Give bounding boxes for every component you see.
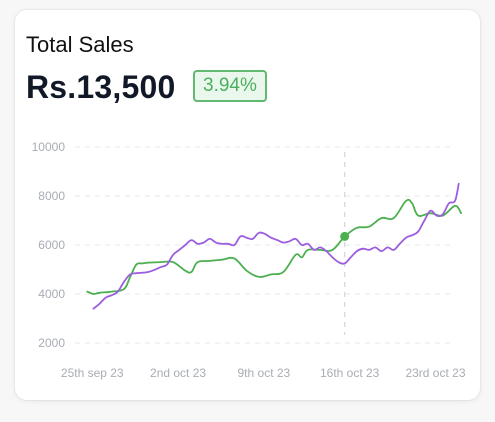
hover-point[interactable] xyxy=(340,231,350,241)
x-tick-label: 25th sep 23 xyxy=(61,366,124,380)
y-tick-label: 4000 xyxy=(38,287,65,301)
y-tick-label: 8000 xyxy=(38,189,65,203)
series-line-purple xyxy=(92,182,460,310)
x-tick-label: 16th oct 23 xyxy=(320,366,380,380)
x-tick-label: 23rd oct 23 xyxy=(405,366,465,380)
y-tick-label: 6000 xyxy=(38,238,65,252)
x-axis: 25th sep 23 2nd oct 23 9th oct 23 16th oct … xyxy=(61,366,466,380)
series-line-green xyxy=(86,198,462,295)
y-tick-label: 2000 xyxy=(38,336,65,350)
card-title: Total Sales xyxy=(26,32,134,57)
y-tick-label: 10000 xyxy=(32,140,66,154)
total-amount: Rs.13,500 xyxy=(26,69,176,105)
x-tick-label: 2nd oct 23 xyxy=(150,366,206,380)
x-tick-label: 9th oct 23 xyxy=(238,366,291,380)
y-axis: 2000 4000 6000 8000 10000 xyxy=(32,140,66,350)
chart-grid xyxy=(75,146,455,344)
chart-series xyxy=(86,182,462,310)
change-badge: 3.94% xyxy=(193,70,267,102)
